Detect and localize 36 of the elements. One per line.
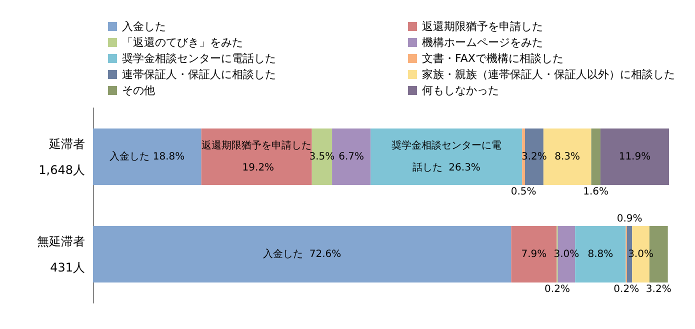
bar <box>312 128 332 186</box>
legend-label: 連帯保証人・保証人に相談した <box>122 68 276 81</box>
data-label: 7.9% <box>521 248 547 260</box>
data-label: 0.5% <box>510 186 536 198</box>
data-label: 3.2% <box>646 284 672 296</box>
data-label: 6.7% <box>338 151 364 162</box>
data-label: 8.8% <box>588 248 614 260</box>
data-label: 0.2% <box>544 284 570 296</box>
bar <box>93 128 202 186</box>
legend-label: 機構ホームページをみた <box>422 36 543 49</box>
data-label: 入金した 72.6% <box>263 248 342 260</box>
bar <box>370 128 522 186</box>
data-label: 3.5% <box>309 151 335 162</box>
bar <box>201 128 312 186</box>
bar <box>591 128 600 186</box>
y-tick-label: 無延滞者 431人 <box>37 234 85 274</box>
data-label: 入金した 18.8% <box>110 150 185 162</box>
data-label: 0.9% <box>616 213 642 224</box>
bar <box>332 128 371 186</box>
data-label: 奨学金相談センターに電話した 26.3% <box>391 139 502 174</box>
data-label: 8.3% <box>554 151 580 162</box>
data-label: 1.6% <box>583 186 609 198</box>
legend-label: その他 <box>122 84 155 97</box>
data-label: 0.2% <box>614 284 640 296</box>
legend-label: 家族・親族（連帯保証人・保証人以外）に相談した <box>422 68 675 81</box>
y-tick-label: 延滞者 1,648人 <box>38 136 85 177</box>
legend-label: 入金した <box>122 20 166 33</box>
legend-label: 文書・FAXで機構に相談した <box>422 52 564 65</box>
legend-label: 「返還のてびき」をみた <box>122 36 243 49</box>
data-label: 11.9% <box>618 151 651 162</box>
legend-label: 返還期限猶予を申請した <box>422 20 543 33</box>
bar <box>600 128 669 186</box>
legend-label: 何もしなかった <box>422 84 499 97</box>
legend-label: 奨学金相談センターに電話した <box>122 52 276 65</box>
data-label: 3.0% <box>554 248 580 260</box>
bar <box>93 226 512 283</box>
